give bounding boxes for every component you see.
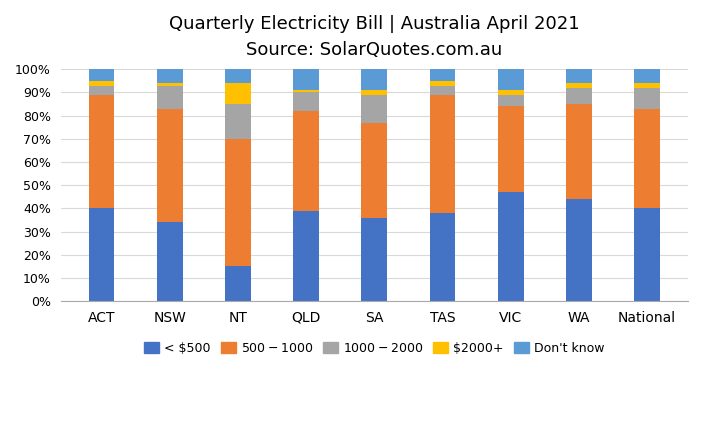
Bar [361,218,387,301]
Bar [293,90,319,92]
Bar [498,95,524,106]
Bar [293,111,319,211]
Bar [361,90,387,95]
Bar [361,123,387,218]
Bar [157,85,183,109]
Bar [89,209,115,301]
Bar [293,92,319,111]
Bar [225,139,251,266]
Bar [157,83,183,85]
Bar [293,211,319,301]
Bar [566,199,592,301]
Bar [430,69,456,81]
Bar [498,69,524,90]
Bar [157,222,183,301]
Bar [225,83,251,104]
Bar [566,104,592,199]
Bar [225,69,251,83]
Bar [89,81,115,85]
Bar [566,88,592,104]
Bar [498,90,524,95]
Legend: < $500, $500 - $1000, $1000- $2000, $2000+, Don't know: < $500, $500 - $1000, $1000- $2000, $200… [139,337,610,360]
Bar [89,95,115,209]
Bar [430,95,456,213]
Bar [430,213,456,301]
Bar [430,81,456,85]
Bar [225,104,251,139]
Bar [634,69,660,83]
Bar [634,209,660,301]
Bar [634,88,660,109]
Bar [361,95,387,123]
Title: Quarterly Electricity Bill | Australia April 2021
Source: SolarQuotes.com.au: Quarterly Electricity Bill | Australia A… [169,15,579,59]
Bar [498,192,524,301]
Bar [157,69,183,83]
Bar [293,69,319,90]
Bar [225,266,251,301]
Bar [634,109,660,209]
Bar [361,69,387,90]
Bar [498,106,524,192]
Bar [430,85,456,95]
Bar [89,85,115,95]
Bar [566,69,592,83]
Bar [566,83,592,88]
Bar [89,69,115,81]
Bar [634,83,660,88]
Bar [157,109,183,222]
